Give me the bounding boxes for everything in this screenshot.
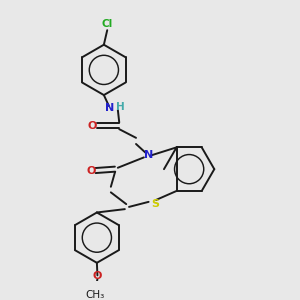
Text: S: S bbox=[151, 199, 159, 208]
Text: Cl: Cl bbox=[102, 19, 113, 29]
Text: H: H bbox=[116, 102, 125, 112]
Text: O: O bbox=[93, 271, 102, 281]
Text: O: O bbox=[88, 121, 98, 131]
Text: N: N bbox=[144, 150, 153, 160]
Text: N: N bbox=[105, 103, 115, 112]
Text: O: O bbox=[87, 166, 96, 176]
Text: CH₃: CH₃ bbox=[85, 290, 104, 300]
